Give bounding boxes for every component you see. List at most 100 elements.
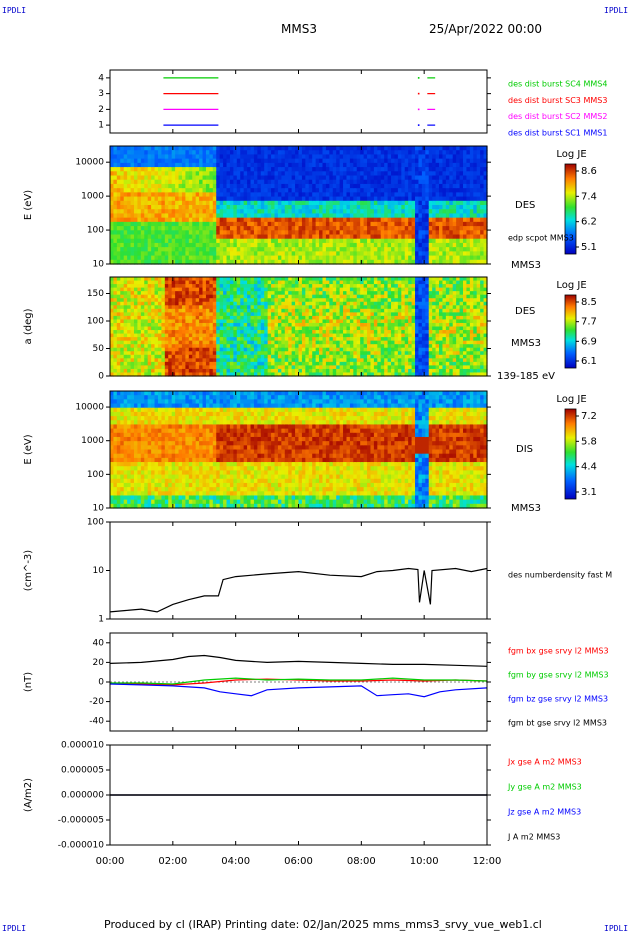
spectrogram-cell [339,175,344,181]
spectrogram-cell [360,221,365,227]
spectrogram-cell [260,146,265,151]
spectrogram-cell [267,361,272,366]
spectrogram-cell [473,200,478,206]
spectrogram-cell [397,251,402,257]
spectrogram-cell [391,179,396,185]
spectrogram-cell [370,150,375,156]
spectrogram-cell [463,205,468,210]
spectrogram-cell [277,277,282,282]
spectrogram-cell [253,365,258,370]
spectrogram-cell [408,162,413,168]
spectrogram-cell [113,154,118,160]
spectrogram-cell [185,251,190,257]
spectrogram-cell [229,308,234,313]
spectrogram-cell [110,337,115,342]
spectrogram-cell [171,333,176,338]
spectrogram-cell [243,298,248,303]
spectrogram-cell [123,305,128,310]
spectrogram-cell [380,158,385,164]
spectrogram-cell [267,287,272,292]
spectrogram-cell [233,322,238,328]
spectrogram-cell [463,238,468,244]
spectrogram-cell [157,158,163,164]
spectrogram-cell [308,196,313,202]
spectrogram-cell [229,205,234,210]
spectrogram-cell [188,238,193,244]
spectrogram-cell [308,340,313,345]
spectrogram-cell [377,238,382,244]
spectrogram-cell [418,259,423,265]
spectrogram-cell [247,251,252,257]
spectrogram-cell [151,171,156,177]
spectrogram-cell [185,226,190,231]
spectrogram-cell [199,209,204,215]
spectrogram-cell [185,319,190,324]
spectrogram-cell [404,154,409,160]
spectrogram-cell [449,196,454,202]
spectrogram-cell [253,361,258,366]
spectrogram-cell [199,200,204,206]
spectrogram-cell [336,322,341,328]
spectrogram-cell [123,259,128,265]
spectrogram-cell [223,347,228,352]
spectrogram-cell [288,171,293,177]
spectrogram-cell [267,326,272,331]
spectrogram-cell [411,221,416,227]
spectrogram-cell [336,167,341,172]
spectrogram-cell [274,167,279,172]
spectrogram-cell [192,284,197,289]
spectrogram-cell [339,291,344,296]
spectrogram-cell [157,365,163,370]
spectrogram-cell [480,251,485,257]
spectrogram-cell [236,312,241,317]
spectrogram-cell [305,167,310,172]
spectrogram-cell [267,368,272,374]
spectrogram-cell [175,188,180,193]
spectrogram-cell [123,326,128,331]
spectrogram-cell [391,205,396,210]
spectrogram-cell [120,277,125,282]
spectrogram-cell [133,284,139,289]
spectrogram-cell [329,284,334,289]
spectrogram-cell [137,146,142,151]
spectrogram-cell [264,298,269,303]
spectrogram-cell [219,365,224,370]
spectrogram-cell [274,251,279,257]
spectrogram-cell [133,150,139,156]
spectrogram-cell [157,330,163,335]
spectrogram-cell [339,146,344,151]
spectrogram-cell [216,312,221,317]
spectrogram-cell [312,255,317,261]
spectrogram-cell [123,284,128,289]
spectrogram-cell [274,217,279,223]
spectrogram-cell [319,158,324,164]
spectrogram-cell [178,280,183,285]
spectrogram-cell [442,213,447,219]
spectrogram-cell [205,312,210,317]
spectrogram-cell [178,319,183,324]
spectrogram-cell [175,242,180,248]
spectrogram-cell [123,365,128,370]
spectrogram-cell [161,294,166,299]
spectrogram-cell [264,226,269,231]
spectrogram-cell [377,251,382,257]
spectrogram-cell [185,179,190,185]
spectrogram-cell [284,213,289,219]
spectrogram-cell [185,196,190,202]
spectrogram-cell [260,291,265,296]
spectrogram-cell [144,146,149,151]
spectrogram-cell [140,251,145,257]
spectrogram-cell [277,368,282,374]
spectrogram-cell [219,372,224,377]
spectrogram-cell [264,221,269,227]
spectrogram-cell [240,308,245,313]
spectrogram-cell [264,179,269,185]
spectrogram-cell [264,333,269,338]
spectrogram-cell [260,171,265,177]
spectrogram-cell [192,221,197,227]
spectrogram-cell [336,337,341,342]
spectrogram-cell [181,251,186,257]
spectrogram-cell [274,179,279,185]
spectrogram-cell [281,337,286,342]
spectrogram-cell [161,255,166,261]
